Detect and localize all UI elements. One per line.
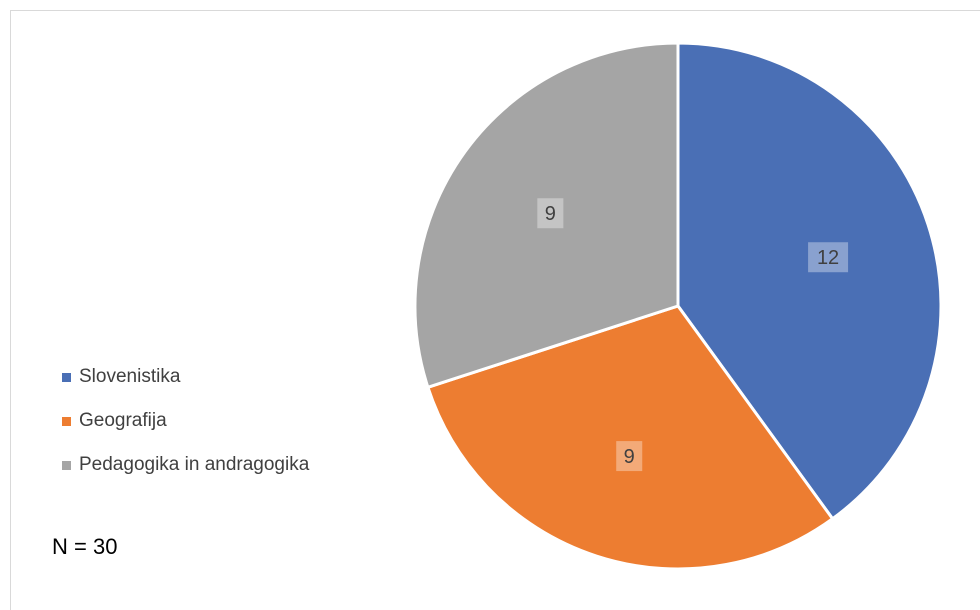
- legend-label-slovenistika: Slovenistika: [79, 366, 181, 387]
- data-label-slovenistika: 12: [808, 242, 849, 273]
- pie-slice-slovenistika: [676, 41, 943, 521]
- legend-swatch-pedagogika-in-andragogika: [62, 460, 71, 470]
- legend-item-slovenistika: Slovenistika: [62, 366, 309, 388]
- pie-slice-geografija: [426, 304, 835, 571]
- data-label-geografija: 9: [616, 441, 643, 472]
- pie-slice-pedagogika-in-andragogika: [413, 41, 680, 389]
- data-label-text-slovenistika: 12: [817, 247, 839, 269]
- data-label-text-pedagogika-in-andragogika: 9: [545, 203, 556, 225]
- data-label-box-geografija: [616, 441, 643, 472]
- legend-item-pedagogika-in-andragogika: Pedagogika in andragogika: [62, 454, 309, 476]
- data-label-box-pedagogika-in-andragogika: [537, 198, 564, 229]
- legend-label-geografija: Geografija: [79, 410, 167, 431]
- data-label-pedagogika-in-andragogika: 9: [537, 198, 564, 229]
- legend-item-geografija: Geografija: [62, 410, 309, 432]
- legend-swatch-slovenistika: [62, 372, 71, 382]
- data-label-text-geografija: 9: [624, 446, 635, 468]
- legend-label-pedagogika-in-andragogika: Pedagogika in andragogika: [79, 454, 310, 475]
- sample-size-note: N = 30: [52, 534, 118, 559]
- pie-chart: 12 9 9: [413, 41, 943, 571]
- chart-frame: [10, 10, 980, 610]
- legend-swatch-geografija: [62, 416, 71, 426]
- data-label-box-slovenistika: [808, 242, 849, 273]
- chart-legend: Slovenistika Geografija Pedagogika in an…: [62, 366, 309, 498]
